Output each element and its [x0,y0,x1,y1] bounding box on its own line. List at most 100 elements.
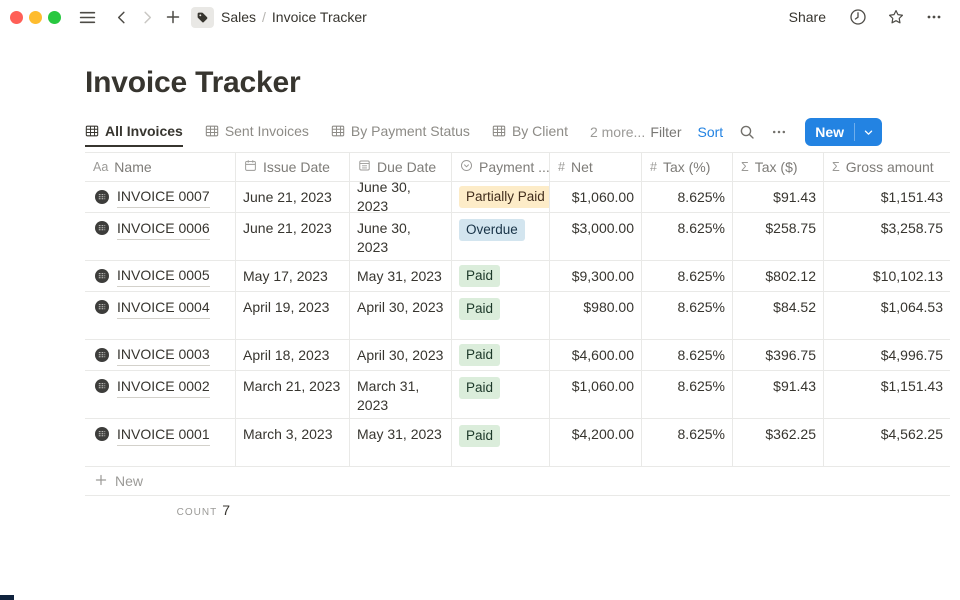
invoice-name-cell[interactable]: INVOICE 0007 [85,182,236,212]
invoice-page-icon [94,378,110,394]
due-date-cell[interactable]: June 30, 2023 [350,182,452,212]
column-header-due-date[interactable]: Payment ... Due Date [350,153,452,181]
tax-usd-cell[interactable]: $91.43 [733,182,824,212]
invoice-name-cell[interactable]: INVOICE 0006 [85,213,236,260]
back-button[interactable] [109,5,133,29]
net-cell[interactable]: $3,000.00 [550,213,642,260]
invoice-name-cell[interactable]: INVOICE 0005 [85,261,236,291]
new-button[interactable]: New [805,118,882,146]
payment-status-cell[interactable]: Paid [452,371,550,418]
net-cell[interactable]: $1,060.00 [550,182,642,212]
tax-usd-cell[interactable]: $91.43 [733,371,824,418]
tax-usd-cell[interactable]: $396.75 [733,340,824,370]
window-minimize-button[interactable] [29,10,42,24]
issue-date-cell[interactable]: June 21, 2023 [236,182,350,212]
chevron-down-icon[interactable] [855,118,882,146]
window-close-button[interactable] [10,10,23,24]
sidebar-toggle-icon[interactable] [75,5,99,29]
net-cell[interactable]: $980.00 [550,292,642,339]
invoice-name-link[interactable]: INVOICE 0004 [117,298,210,319]
net-cell[interactable]: $1,060.00 [550,371,642,418]
new-button-label[interactable]: New [815,124,844,140]
issue-date-cell[interactable]: June 21, 2023 [236,213,350,260]
tax-pct-cell[interactable]: 8.625% [642,371,733,418]
tab-sent-invoices[interactable]: Sent Invoices [205,117,309,147]
invoice-name-cell[interactable]: INVOICE 0004 [85,292,236,339]
more-options-icon[interactable] [922,5,946,29]
issue-date-cell[interactable]: April 18, 2023 [236,340,350,370]
invoice-name-link[interactable]: INVOICE 0006 [117,219,210,240]
payment-status-cell[interactable]: Paid [452,261,550,291]
gross-amount-cell[interactable]: $4,996.75 [880,346,943,363]
count-calculation[interactable]: COUNT 7 [85,502,236,518]
payment-status-cell[interactable]: Overdue [452,213,550,260]
search-icon[interactable] [739,124,755,140]
due-date-cell[interactable]: March 31, 2023 [350,371,452,418]
invoice-name-link[interactable]: INVOICE 0003 [117,345,210,366]
forward-button[interactable] [135,5,159,29]
breadcrumb-workspace[interactable]: Sales [221,9,257,25]
tax-usd-cell[interactable]: $802.12 [733,261,824,291]
tax-usd-cell[interactable]: $258.75 [733,213,824,260]
tax-pct-cell[interactable]: 8.625% [642,213,733,260]
column-header-tax-usd[interactable]: Σ Tax ($) [733,153,824,181]
column-header-tax-pct[interactable]: # Tax (%) [642,153,733,181]
due-date-cell[interactable]: April 30, 2023 [350,340,452,370]
invoice-name-cell[interactable]: INVOICE 0001 [85,419,236,466]
due-date-cell[interactable]: June 30, 2023 [350,213,452,260]
tab-by-payment-status[interactable]: By Payment Status [331,117,470,147]
invoice-name-cell[interactable]: INVOICE 0003 [85,340,236,370]
window-zoom-button[interactable] [48,10,61,24]
issue-date-cell[interactable]: April 19, 2023 [236,292,350,339]
due-date-cell[interactable]: April 30, 2023 [350,292,452,339]
net-cell[interactable]: $4,200.00 [550,419,642,466]
column-header-payment-status[interactable]: Payment ... [452,153,550,181]
payment-status-cell[interactable]: Paid [452,419,550,466]
due-date-cell[interactable]: May 31, 2023 [350,419,452,466]
issue-date-cell[interactable]: March 21, 2023 [236,371,350,418]
invoice-name-link[interactable]: INVOICE 0005 [117,266,210,287]
sort-button[interactable]: Sort [697,124,724,140]
tax-pct-cell[interactable]: 8.625% [642,261,733,291]
column-header-gross-amount[interactable]: Σ Gross amount [832,159,934,175]
tax-usd-cell[interactable]: $84.52 [733,292,824,339]
tax-usd-cell[interactable]: $362.25 [733,419,824,466]
tab-label: All Invoices [105,123,183,139]
tax-pct-cell[interactable]: 8.625% [642,340,733,370]
issue-date-cell[interactable]: May 17, 2023 [236,261,350,291]
gross-amount-cell[interactable]: $1,064.53 [880,299,943,315]
tax-pct-cell[interactable]: 8.625% [642,182,733,212]
gross-amount-cell[interactable]: $1,151.43 [880,188,943,205]
invoice-name-link[interactable]: INVOICE 0002 [117,377,210,398]
view-options-icon[interactable] [771,124,787,140]
gross-amount-cell[interactable]: $10,102.13 [872,267,943,284]
favorite-star-icon[interactable] [884,5,908,29]
history-clock-icon[interactable] [846,5,870,29]
filter-button[interactable]: Filter [650,124,682,140]
payment-status-cell[interactable]: Partially Paid [452,182,550,212]
net-cell[interactable]: $9,300.00 [550,261,642,291]
issue-date-cell[interactable]: March 3, 2023 [236,419,350,466]
column-header-net[interactable]: # Net [550,153,642,181]
invoice-name-link[interactable]: INVOICE 0001 [117,425,210,446]
tax-pct-cell[interactable]: 8.625% [642,419,733,466]
tax-pct-cell[interactable]: 8.625% [642,292,733,339]
column-header-name[interactable]: Aa Name [85,153,236,181]
gross-amount-cell[interactable]: $1,151.43 [880,378,943,394]
new-page-button[interactable] [161,5,185,29]
column-header-issue-date[interactable]: Issue Date [236,153,350,181]
breadcrumb-page[interactable]: Invoice Tracker [271,9,367,25]
gross-amount-cell[interactable]: $4,562.25 [880,426,943,442]
net-cell[interactable]: $4,600.00 [550,340,642,370]
more-views-link[interactable]: 2 more... [589,124,646,140]
payment-status-cell[interactable]: Paid [452,292,550,339]
tab-all-invoices[interactable]: All Invoices [85,117,183,147]
gross-amount-cell[interactable]: $3,258.75 [880,220,943,236]
invoice-name-link[interactable]: INVOICE 0007 [117,187,210,208]
tab-by-client[interactable]: By Client [492,117,568,147]
new-row-button[interactable]: New [85,467,950,496]
due-date-cell[interactable]: May 31, 2023 [350,261,452,291]
share-button[interactable]: Share [788,9,826,25]
payment-status-cell[interactable]: Paid [452,340,550,370]
invoice-name-cell[interactable]: INVOICE 0002 [85,371,236,418]
